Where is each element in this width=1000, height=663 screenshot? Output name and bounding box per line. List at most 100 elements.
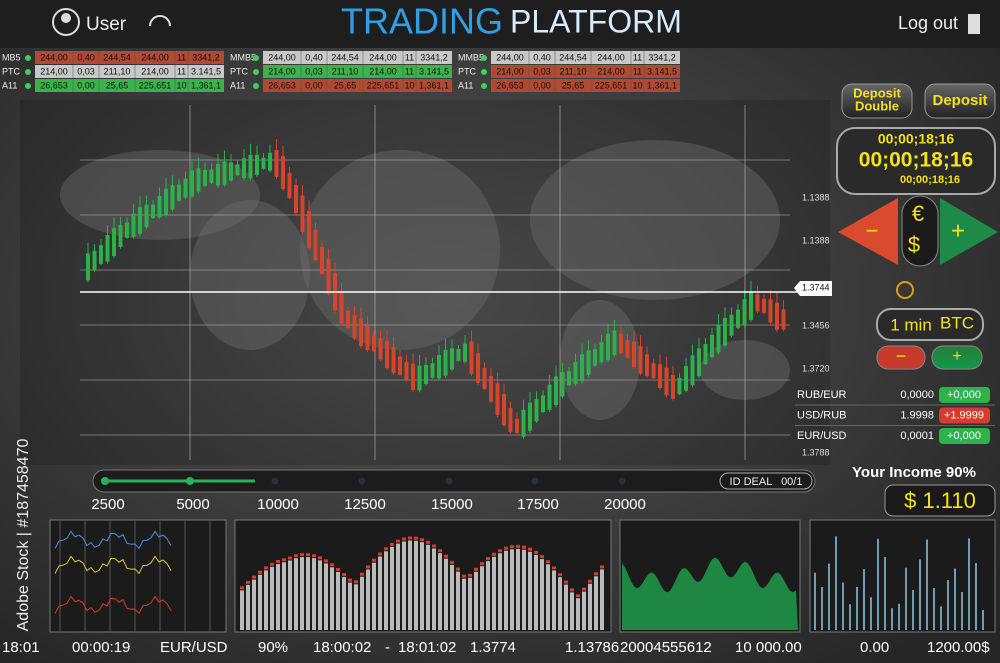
up-arrow[interactable] [940, 198, 998, 265]
hist-bar [264, 570, 268, 630]
ticker-cell: 244,00 [40, 52, 68, 62]
footer-item: EUR/USD [160, 639, 228, 656]
hist-top [318, 556, 322, 560]
slider-dot[interactable] [271, 477, 279, 485]
hist-top [426, 540, 430, 544]
mini-line [54, 530, 172, 550]
ticker-cell: 0,40 [533, 52, 551, 62]
hist-top [240, 586, 244, 590]
down-arrow[interactable] [838, 198, 898, 265]
hist-bar [414, 540, 418, 630]
asset[interactable]: BTC [940, 313, 974, 332]
timer: 00;00;18;16 [900, 174, 960, 186]
candle [209, 169, 214, 184]
price-chart: 1.1388 1.1388 1.3744 1.3456 1.3720 1.3788 [20, 100, 832, 465]
candle [671, 375, 675, 399]
currency-toggle[interactable] [901, 195, 939, 267]
period[interactable]: 1 min [890, 315, 932, 334]
hist-top [432, 544, 436, 548]
income-label: Your Income 90% [852, 464, 976, 481]
income-box [884, 484, 996, 517]
support-icon[interactable] [149, 15, 171, 27]
slider-label: 10000 [257, 496, 299, 513]
hist-top [408, 536, 412, 540]
slider-dot[interactable] [186, 477, 194, 485]
deposit-double-button[interactable] [841, 83, 913, 119]
hist-bar [426, 544, 430, 630]
ticker-cell: 11 [177, 52, 186, 62]
candle [495, 383, 500, 416]
hist-top [576, 594, 580, 598]
period-button[interactable] [876, 308, 984, 341]
status-dot [481, 83, 487, 89]
slider-dot[interactable] [445, 477, 453, 485]
ticker-cell: 244,00 [496, 52, 524, 62]
ticker-cell: 0,00 [533, 80, 551, 90]
deposit-double-label[interactable]: Deposit [853, 85, 901, 100]
hist-bar [474, 571, 478, 630]
ticker-cell: 11 [405, 52, 414, 62]
hist-top [570, 588, 574, 592]
candle [294, 185, 298, 213]
candle [320, 247, 324, 275]
deposit-double-label[interactable]: Double [855, 98, 899, 113]
ticker-cell: 244,54 [103, 52, 131, 62]
user-label[interactable]: User [86, 14, 127, 35]
down-sign[interactable]: − [866, 218, 879, 243]
footer-item: 18:00:02 [313, 639, 371, 656]
candle [190, 170, 194, 197]
ticker-cell: 225,651 [139, 80, 172, 90]
slider-dot[interactable] [618, 477, 626, 485]
candle [736, 309, 740, 328]
candle [443, 349, 448, 376]
map-shape [530, 140, 780, 300]
currency-symbol[interactable]: $ [908, 232, 920, 257]
hist-bar [306, 557, 310, 630]
title-main: TRADING [341, 1, 503, 42]
hist-bar [570, 592, 574, 630]
candle [690, 355, 695, 386]
hist-bar [600, 569, 604, 630]
ticker-cell: 225,651 [595, 80, 628, 90]
ticker-cell: 25,65 [334, 80, 357, 90]
slider-dot[interactable] [358, 477, 366, 485]
currency-symbol[interactable]: € [912, 201, 924, 226]
slider-dot[interactable] [101, 477, 109, 485]
slider[interactable] [92, 469, 816, 493]
ticker-symbol: MMB5 [230, 52, 256, 62]
user-icon[interactable] [52, 8, 80, 36]
plus-label[interactable]: + [952, 348, 961, 365]
rate-value: 0,0000 [900, 389, 934, 401]
mini-line [54, 555, 172, 575]
deposit-button[interactable] [924, 83, 996, 119]
ticker-cell: 11 [633, 66, 642, 76]
up-sign[interactable]: + [951, 217, 965, 244]
decorations [54, 520, 984, 632]
hist-bar [462, 578, 466, 630]
hist-top [414, 536, 418, 540]
deposit-label[interactable]: Deposit [932, 92, 987, 109]
timer: 00;00;18;16 [859, 149, 973, 172]
plus-button[interactable] [931, 345, 983, 370]
hist-top [282, 558, 286, 562]
hist-bar [588, 583, 592, 630]
hist-top [378, 552, 382, 556]
candle [469, 341, 474, 374]
hist-top [504, 546, 508, 550]
slider-dot[interactable] [531, 477, 539, 485]
candle [554, 376, 558, 405]
hist-top [588, 579, 592, 583]
minus-button[interactable] [876, 345, 926, 370]
minus-label[interactable]: − [896, 346, 907, 366]
footer-item: 1.13786 [565, 639, 619, 656]
ticker-cell: 3341,2 [420, 52, 448, 62]
ticker-cell: 0,00 [77, 80, 95, 90]
logout-label[interactable]: Log out [898, 13, 958, 33]
candle [255, 154, 259, 175]
hist-bar [516, 548, 520, 630]
logout-icon[interactable] [968, 14, 980, 34]
title-sub: PLATFORM [510, 3, 682, 39]
hist-top [438, 549, 442, 553]
hist-bar [594, 576, 598, 630]
footer-item: 18:01:02 [398, 639, 456, 656]
